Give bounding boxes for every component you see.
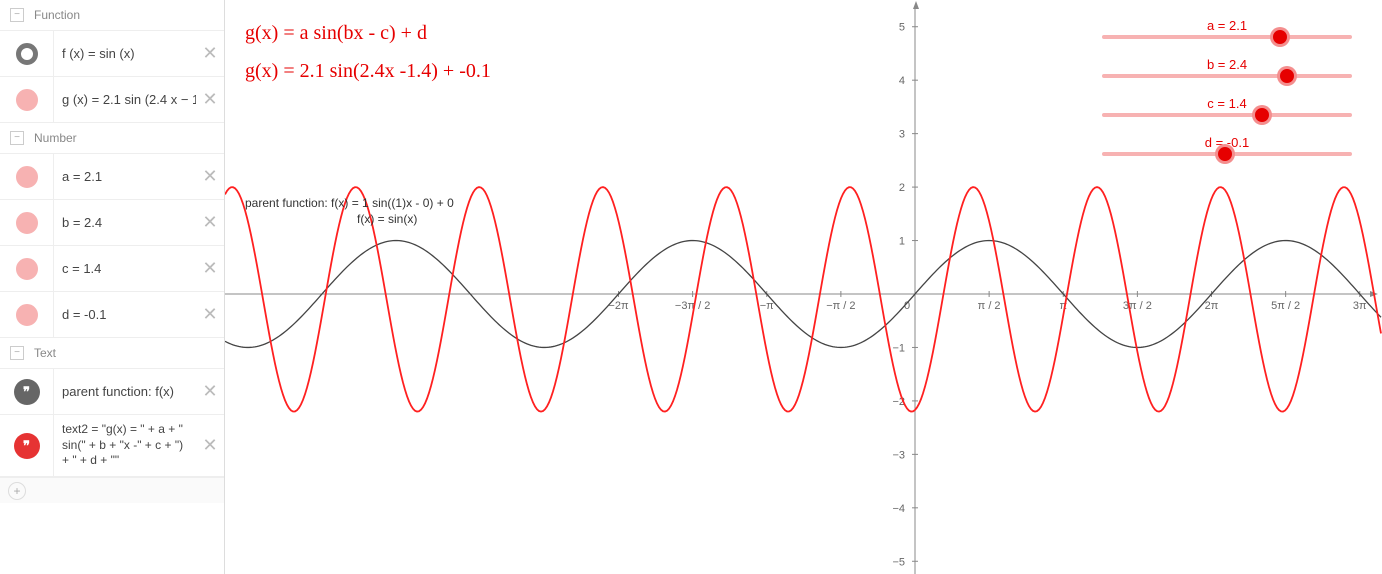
item-label: c = 1.4 xyxy=(54,246,196,291)
delete-icon[interactable]: ✕ xyxy=(196,77,224,122)
item-label: b = 2.4 xyxy=(54,200,196,245)
collapse-icon[interactable]: − xyxy=(10,8,24,22)
svg-text:π / 2: π / 2 xyxy=(978,300,1001,312)
slider-c[interactable]: c = 1.4 xyxy=(1102,96,1352,117)
slider-a[interactable]: a = 2.1 xyxy=(1102,18,1352,39)
item-label: f (x) = sin (x) xyxy=(54,31,196,76)
svg-text:2: 2 xyxy=(899,182,905,194)
algebra-item-a[interactable]: a = 2.1 ✕ xyxy=(0,154,224,200)
text-object-icon[interactable]: ❞ xyxy=(14,379,40,405)
delete-icon[interactable]: ✕ xyxy=(196,246,224,291)
visibility-dot-icon[interactable] xyxy=(16,89,38,111)
svg-text:4: 4 xyxy=(899,75,905,87)
parent-function-label-2: f(x) = sin(x) xyxy=(357,212,417,226)
section-title: Text xyxy=(34,346,56,360)
slider-track[interactable] xyxy=(1102,74,1352,78)
item-label: a = 2.1 xyxy=(54,154,196,199)
visibility-dot-icon[interactable] xyxy=(16,212,38,234)
svg-text:1: 1 xyxy=(899,236,905,248)
svg-text:−3: −3 xyxy=(892,449,905,461)
slider-handle-icon[interactable] xyxy=(1270,27,1290,47)
algebra-item-text2[interactable]: ❞ text2 = "g(x) = " + a + " sin(" + b + … xyxy=(0,415,224,477)
collapse-icon[interactable]: − xyxy=(10,131,24,145)
delete-icon[interactable]: ✕ xyxy=(196,154,224,199)
section-title: Number xyxy=(34,131,77,145)
algebra-sidebar: − Function f (x) = sin (x) ✕ g (x) = 2.1… xyxy=(0,0,225,574)
input-bar[interactable]: + xyxy=(0,477,224,503)
formula-generic: g(x) = a sin(bx - c) + d xyxy=(245,22,427,45)
slider-panel: a = 2.1 b = 2.4 c = 1.4 d = -0.1 xyxy=(1102,18,1352,174)
svg-text:3π / 2: 3π / 2 xyxy=(1123,300,1152,312)
slider-d[interactable]: d = -0.1 xyxy=(1102,135,1352,156)
visibility-dot-icon[interactable] xyxy=(16,43,38,65)
item-label: d = -0.1 xyxy=(54,292,196,337)
algebra-item-text1[interactable]: ❞ parent function: f(x) ✕ xyxy=(0,369,224,415)
algebra-item-g[interactable]: g (x) = 2.1 sin (2.4 x − 1.4) + -0.1 ✕ xyxy=(0,77,224,123)
slider-label: c = 1.4 xyxy=(1102,96,1352,111)
algebra-item-c[interactable]: c = 1.4 ✕ xyxy=(0,246,224,292)
delete-icon[interactable]: ✕ xyxy=(196,369,224,414)
svg-text:−1: −1 xyxy=(892,342,905,354)
algebra-item-b[interactable]: b = 2.4 ✕ xyxy=(0,200,224,246)
text-object-icon[interactable]: ❞ xyxy=(14,433,40,459)
slider-handle-icon[interactable] xyxy=(1277,66,1297,86)
formula-specific: g(x) = 2.1 sin(2.4x -1.4) + -0.1 xyxy=(245,60,491,83)
item-label: text2 = "g(x) = " + a + " sin(" + b + "x… xyxy=(54,415,196,476)
slider-b[interactable]: b = 2.4 xyxy=(1102,57,1352,78)
slider-handle-icon[interactable] xyxy=(1215,144,1235,164)
delete-icon[interactable]: ✕ xyxy=(196,292,224,337)
svg-text:−π / 2: −π / 2 xyxy=(826,300,855,312)
delete-icon[interactable]: ✕ xyxy=(196,200,224,245)
svg-text:−4: −4 xyxy=(892,503,905,515)
slider-track[interactable] xyxy=(1102,113,1352,117)
slider-label: a = 2.1 xyxy=(1102,18,1352,33)
slider-handle-icon[interactable] xyxy=(1252,105,1272,125)
parent-function-label-1: parent function: f(x) = 1 sin((1)x - 0) … xyxy=(245,196,454,210)
item-label: parent function: f(x) xyxy=(54,369,196,414)
svg-text:−π: −π xyxy=(760,300,774,312)
section-header-function[interactable]: − Function xyxy=(0,0,224,31)
section-title: Function xyxy=(34,8,80,22)
delete-icon[interactable]: ✕ xyxy=(196,415,224,476)
svg-text:5: 5 xyxy=(899,22,905,34)
section-header-number[interactable]: − Number xyxy=(0,123,224,154)
svg-text:3π: 3π xyxy=(1353,300,1367,312)
visibility-dot-icon[interactable] xyxy=(16,258,38,280)
section-header-text[interactable]: − Text xyxy=(0,338,224,369)
visibility-dot-icon[interactable] xyxy=(16,166,38,188)
svg-text:2π: 2π xyxy=(1205,300,1219,312)
svg-text:5π / 2: 5π / 2 xyxy=(1271,300,1300,312)
svg-text:3: 3 xyxy=(899,129,905,141)
add-icon[interactable]: + xyxy=(8,482,26,500)
visibility-dot-icon[interactable] xyxy=(16,304,38,326)
collapse-icon[interactable]: − xyxy=(10,346,24,360)
slider-track[interactable] xyxy=(1102,152,1352,156)
slider-track[interactable] xyxy=(1102,35,1352,39)
algebra-item-f[interactable]: f (x) = sin (x) ✕ xyxy=(0,31,224,77)
algebra-item-d[interactable]: d = -0.1 ✕ xyxy=(0,292,224,338)
slider-label: b = 2.4 xyxy=(1102,57,1352,72)
item-label: g (x) = 2.1 sin (2.4 x − 1.4) + -0.1 xyxy=(54,77,196,122)
graphics-view[interactable]: −2π−3π / 2−π−π / 20π / 2π3π / 22π5π / 23… xyxy=(225,0,1382,574)
svg-text:−5: −5 xyxy=(892,556,905,568)
delete-icon[interactable]: ✕ xyxy=(196,31,224,76)
